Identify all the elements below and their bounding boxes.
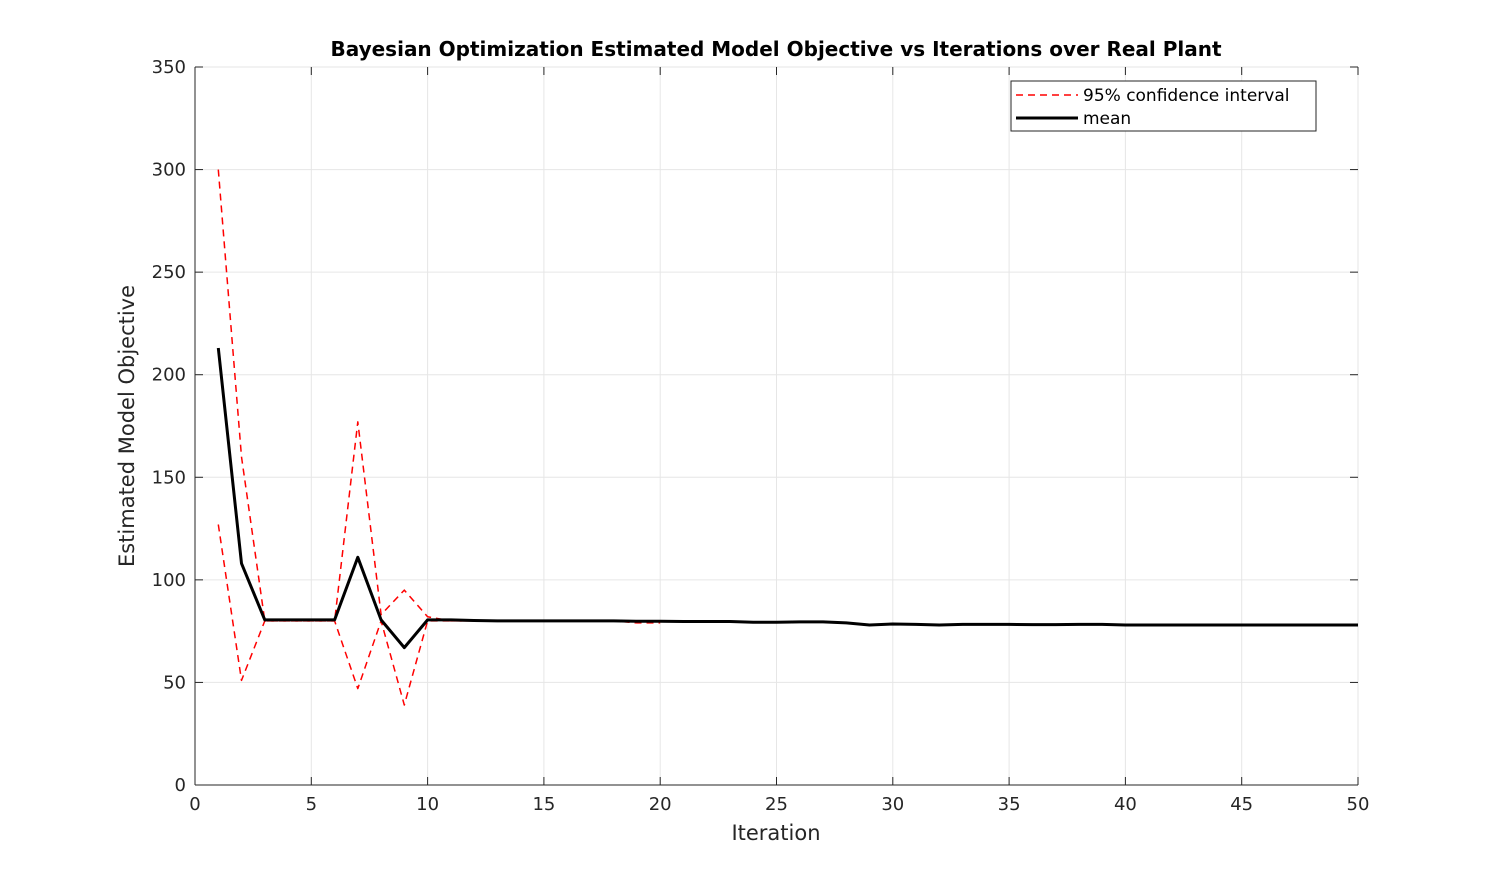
x-tick-label: 10 xyxy=(416,794,439,815)
x-tick-label: 0 xyxy=(189,794,200,815)
y-tick-label: 0 xyxy=(175,775,186,796)
y-tick-label: 50 xyxy=(163,672,186,693)
x-tick-label: 40 xyxy=(1114,794,1137,815)
y-tick-label: 200 xyxy=(152,365,186,386)
y-axis-label: Estimated Model Objective xyxy=(115,285,139,567)
legend-ci-label: 95% confidence interval xyxy=(1083,86,1289,106)
y-tick-label: 350 xyxy=(152,57,186,78)
x-tick-label: 15 xyxy=(532,794,555,815)
x-tick-label: 5 xyxy=(306,794,317,815)
legend-mean-label: mean xyxy=(1083,109,1131,129)
y-tick-label: 150 xyxy=(152,467,186,488)
mean-line xyxy=(216,347,1358,650)
x-tick-label: 30 xyxy=(881,794,904,815)
legend: 95% confidence interval mean xyxy=(1010,80,1317,132)
y-tick-label: 100 xyxy=(152,570,186,591)
y-tick-label: 250 xyxy=(152,262,186,283)
ticks: 0 5 10 15 20 25 30 35 40 45 50 0 50 100 150 200 250 300 35… xyxy=(152,57,1370,815)
y-tick-label: 300 xyxy=(152,160,186,181)
x-tick-label: 50 xyxy=(1347,794,1370,815)
x-tick-label: 35 xyxy=(998,794,1021,815)
x-tick-label: 25 xyxy=(765,794,788,815)
x-tick-label: 20 xyxy=(649,794,672,815)
x-tick-label: 45 xyxy=(1230,794,1253,815)
x-axis-label: Iteration xyxy=(731,821,820,845)
legend-box xyxy=(1010,80,1317,132)
chart-title: Bayesian Optimization Estimated Model Ob… xyxy=(330,37,1222,61)
series-layer xyxy=(216,169,1358,706)
